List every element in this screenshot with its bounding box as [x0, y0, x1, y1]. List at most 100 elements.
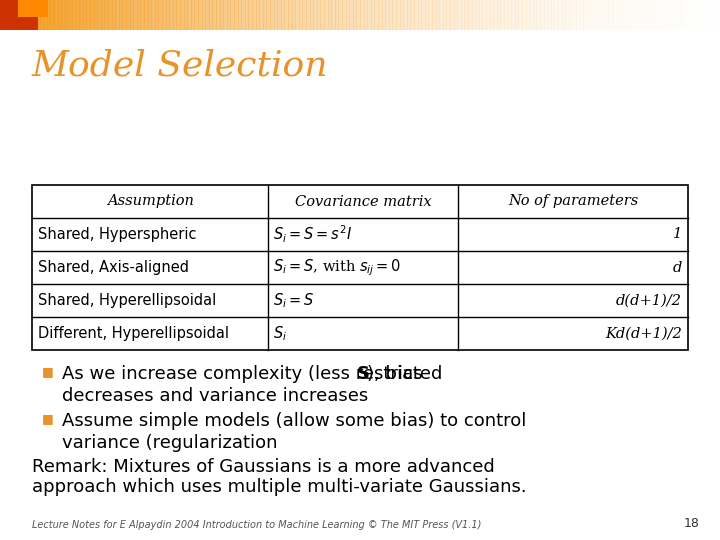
Bar	[504, 0, 508, 30]
Bar	[608, 0, 613, 30]
Bar	[119, 0, 123, 30]
Bar	[616, 0, 620, 30]
Bar	[270, 0, 274, 30]
Bar	[22, 0, 26, 30]
Bar	[122, 0, 127, 30]
Bar	[511, 0, 516, 30]
Bar	[292, 0, 296, 30]
Bar	[691, 0, 696, 30]
Bar	[554, 0, 559, 30]
Bar	[338, 0, 343, 30]
Bar	[50, 0, 55, 30]
Bar	[313, 0, 318, 30]
Bar	[54, 0, 58, 30]
Bar	[439, 0, 444, 30]
Bar	[702, 0, 706, 30]
Bar	[662, 0, 667, 30]
Bar	[425, 0, 429, 30]
Bar	[482, 0, 487, 30]
Bar	[580, 0, 584, 30]
Bar	[252, 0, 256, 30]
Bar	[605, 0, 609, 30]
Bar	[65, 0, 69, 30]
Text: d: d	[672, 260, 682, 274]
Bar	[626, 0, 631, 30]
Text: 1: 1	[672, 227, 682, 241]
Bar	[364, 0, 368, 30]
Text: d(d+1)/2: d(d+1)/2	[616, 294, 682, 307]
Bar	[342, 0, 346, 30]
Bar	[518, 0, 523, 30]
Bar	[68, 0, 73, 30]
Bar	[284, 0, 289, 30]
Bar	[432, 0, 436, 30]
Bar	[346, 0, 350, 30]
Bar	[126, 0, 130, 30]
Bar	[158, 0, 163, 30]
Bar	[529, 0, 534, 30]
Bar	[238, 0, 242, 30]
Bar	[198, 0, 202, 30]
Bar	[594, 0, 598, 30]
Bar	[169, 0, 174, 30]
Bar	[281, 0, 285, 30]
Bar	[194, 0, 199, 30]
Text: decreases and variance increases: decreases and variance increases	[62, 387, 368, 405]
Bar	[547, 0, 552, 30]
Bar	[140, 0, 145, 30]
Bar	[86, 0, 91, 30]
Text: variance (regularization: variance (regularization	[62, 434, 277, 452]
Bar	[11, 0, 15, 30]
Bar	[468, 0, 472, 30]
Bar	[486, 0, 490, 30]
Bar	[450, 0, 454, 30]
Bar	[4, 0, 8, 30]
Bar	[115, 0, 120, 30]
Bar	[180, 0, 184, 30]
Bar	[32, 0, 37, 30]
Bar	[562, 0, 566, 30]
Bar	[382, 0, 386, 30]
Text: 18: 18	[684, 517, 700, 530]
Bar	[479, 0, 483, 30]
Bar	[497, 0, 501, 30]
Bar	[490, 0, 494, 30]
Bar	[108, 0, 112, 30]
Text: Covariance matrix: Covariance matrix	[295, 194, 431, 208]
Bar	[464, 0, 469, 30]
Bar	[112, 0, 116, 30]
Bar	[18, 0, 22, 30]
Bar	[18, 0, 48, 17]
Bar	[457, 0, 462, 30]
Bar	[137, 0, 141, 30]
Bar	[637, 0, 642, 30]
Text: $S_i$$=$$S$, with $s_{ij}$$=$$0$: $S_i$$=$$S$, with $s_{ij}$$=$$0$	[273, 257, 402, 278]
Bar	[212, 0, 217, 30]
Bar	[713, 0, 717, 30]
Bar	[630, 0, 634, 30]
Bar	[302, 0, 307, 30]
Text: Remark: Mixtures of Gaussians is a more advanced: Remark: Mixtures of Gaussians is a more …	[32, 458, 495, 476]
Bar	[472, 0, 476, 30]
Bar	[256, 0, 260, 30]
Bar	[263, 0, 267, 30]
Bar	[148, 0, 152, 30]
Bar	[475, 0, 480, 30]
Bar	[407, 0, 411, 30]
Bar	[572, 0, 577, 30]
Text: ), bias: ), bias	[367, 365, 423, 383]
Bar	[76, 0, 80, 30]
Bar	[176, 0, 181, 30]
Bar	[367, 0, 372, 30]
Bar	[317, 0, 321, 30]
Bar	[288, 0, 292, 30]
Bar	[83, 0, 87, 30]
Bar	[695, 0, 699, 30]
Bar	[331, 0, 336, 30]
Bar	[418, 0, 422, 30]
Bar	[144, 0, 148, 30]
Text: Lecture Notes for E Alpaydin 2004 Introduction to Machine Learning © The MIT Pre: Lecture Notes for E Alpaydin 2004 Introd…	[32, 520, 482, 530]
Bar	[29, 0, 33, 30]
Bar	[576, 0, 580, 30]
Bar	[234, 0, 238, 30]
